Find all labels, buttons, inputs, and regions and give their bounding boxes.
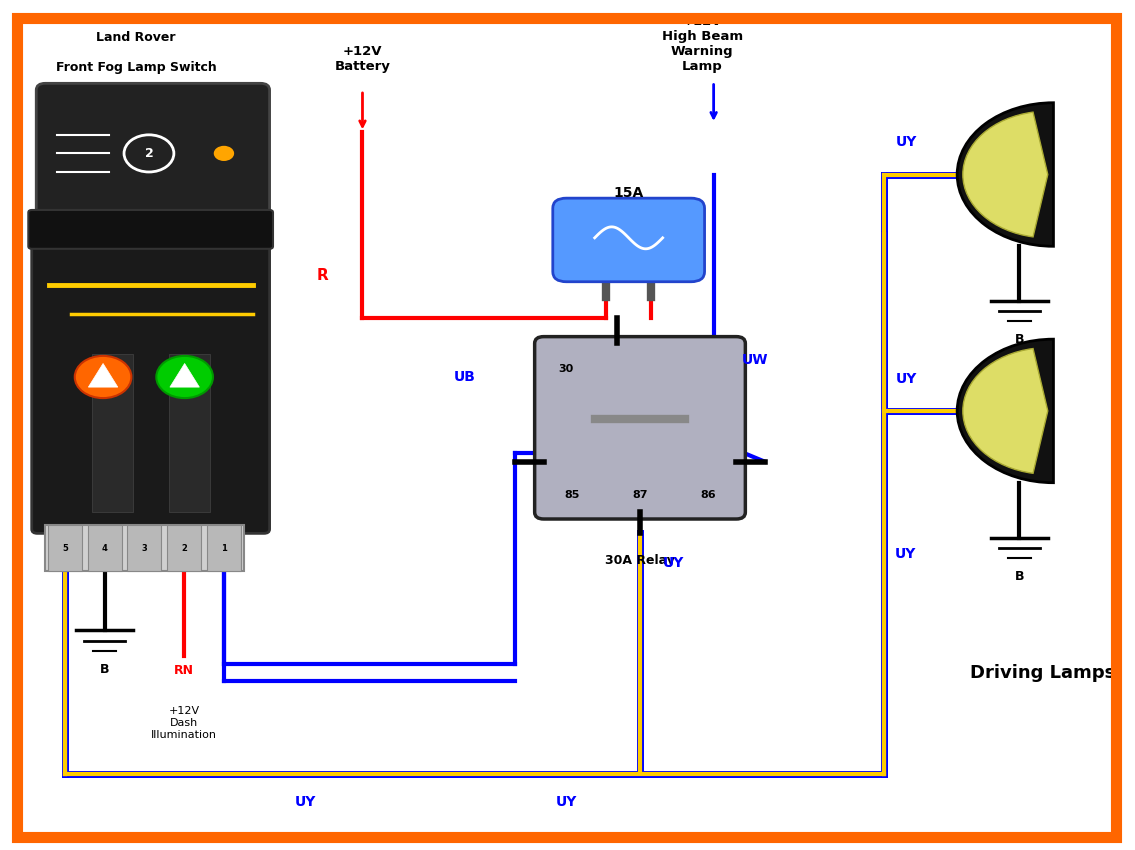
Wedge shape [957,339,1053,483]
Circle shape [213,146,234,161]
Text: +12V
Dash
Illumination: +12V Dash Illumination [151,706,217,740]
Text: +12V
High Beam
Warning
Lamp: +12V High Beam Warning Lamp [662,15,743,73]
Text: 85: 85 [564,490,580,501]
FancyBboxPatch shape [36,83,270,224]
Text: B: B [1015,570,1024,582]
FancyBboxPatch shape [553,198,705,281]
FancyBboxPatch shape [169,354,210,513]
Text: B: B [1015,333,1024,346]
Text: 1: 1 [221,544,227,552]
FancyBboxPatch shape [127,525,161,571]
Text: Front Fog Lamp Switch: Front Fog Lamp Switch [56,60,217,73]
FancyBboxPatch shape [28,210,274,249]
Text: Land Rover: Land Rover [96,31,176,44]
Text: R: R [317,269,328,283]
Text: UY: UY [894,547,916,562]
FancyBboxPatch shape [535,337,746,519]
FancyBboxPatch shape [32,238,270,533]
Text: RN: RN [174,664,194,677]
Circle shape [75,356,132,398]
Circle shape [157,356,213,398]
Text: YUG000540LNF: YUG000540LNF [82,90,191,103]
Text: 2: 2 [144,147,153,160]
Polygon shape [89,364,118,387]
Text: B: B [100,662,110,676]
Text: 4: 4 [102,544,108,552]
Text: UY: UY [663,556,684,570]
FancyBboxPatch shape [45,525,244,571]
Text: UB: UB [454,370,476,384]
Text: 30: 30 [558,364,574,374]
FancyBboxPatch shape [48,525,82,571]
Wedge shape [957,103,1053,246]
Text: UY: UY [556,795,577,809]
Text: 5: 5 [62,544,68,552]
Wedge shape [962,348,1048,473]
FancyBboxPatch shape [92,354,133,513]
Text: Driving Lamps: Driving Lamps [969,664,1115,682]
Text: UY: UY [896,135,917,150]
FancyBboxPatch shape [87,525,121,571]
Text: UY: UY [295,795,317,809]
Polygon shape [170,364,200,387]
FancyBboxPatch shape [167,525,201,571]
Text: UW: UW [742,354,768,367]
Wedge shape [962,112,1048,237]
Text: 2: 2 [182,544,187,552]
Text: 87: 87 [632,490,648,501]
Text: 3: 3 [142,544,148,552]
Text: 15A: 15A [614,186,644,200]
Text: UY: UY [896,371,917,386]
Text: 30A Relay: 30A Relay [605,554,675,568]
FancyBboxPatch shape [207,525,241,571]
Text: 86: 86 [700,490,716,501]
Text: +12V
Battery: +12V Battery [335,45,390,73]
